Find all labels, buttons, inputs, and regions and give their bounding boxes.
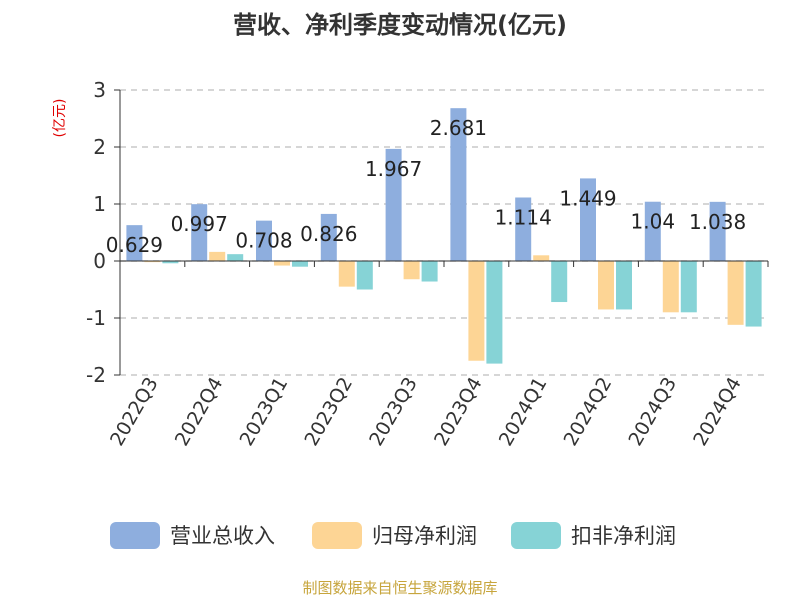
bar-1-2023Q1: [256, 220, 272, 261]
data-label: 0.997: [171, 212, 228, 236]
bar-1-2023Q2: [320, 213, 337, 261]
y-tick-label: -1: [86, 306, 106, 330]
x-tick-label: 2024Q4: [689, 374, 746, 450]
data-label: 2.681: [430, 116, 487, 140]
legend-label: 营业总收入: [170, 524, 275, 548]
bar-2-2023Q2: [338, 261, 355, 287]
bar-2-2022Q3: [144, 261, 161, 263]
data-label: 1.038: [689, 210, 746, 234]
bar-2-2023Q3: [403, 261, 420, 280]
data-label: 1.114: [495, 206, 552, 230]
x-tick-label: 2024Q2: [560, 374, 617, 450]
legend-swatch: [312, 522, 362, 549]
bar-1-2024Q2: [580, 178, 596, 261]
x-tick-label: 2022Q3: [106, 374, 163, 450]
bar-2-2024Q2: [598, 261, 614, 310]
bar-3-2023Q4: [486, 261, 503, 364]
bar-2-2022Q4: [209, 251, 226, 261]
bar-3-2022Q3: [162, 261, 179, 264]
legend-label: 扣非净利润: [571, 524, 676, 548]
bar-2-2024Q3: [662, 261, 679, 313]
bar-3-2024Q3: [680, 261, 697, 313]
y-tick-label: -2: [86, 363, 106, 387]
legend-label: 归母净利润: [372, 524, 477, 548]
bar-3-2024Q2: [616, 261, 632, 310]
y-axis-unit: (亿元): [52, 99, 68, 138]
bar-1-2022Q4: [191, 204, 208, 261]
x-tick-label: 2023Q3: [365, 374, 422, 450]
x-tick-label: 2024Q3: [624, 374, 681, 450]
data-label: 0.708: [235, 229, 292, 253]
bar-3-2024Q1: [551, 261, 568, 303]
y-tick-label: 1: [93, 192, 106, 216]
data-label: 1.04: [631, 210, 676, 234]
source-note: 制图数据来自恒生聚源数据库: [302, 579, 497, 597]
data-label: 1.967: [365, 157, 422, 181]
legend-swatch: [511, 522, 561, 549]
x-tick-label: 2024Q1: [495, 374, 552, 450]
bar-2-2023Q4: [468, 261, 485, 361]
x-tick-label: 2023Q2: [300, 374, 357, 450]
bar-1-2022Q3: [126, 225, 143, 261]
data-label: 0.629: [106, 233, 163, 257]
bar-3-2024Q4: [745, 261, 762, 327]
bar-1-2023Q4: [450, 108, 467, 261]
x-tick-label: 2023Q1: [236, 374, 293, 450]
data-label: 0.826: [300, 222, 357, 246]
x-tick-label: 2023Q4: [430, 374, 487, 450]
legend: 营业总收入 归母净利润 扣非净利润: [110, 522, 676, 549]
bar-2-2024Q4: [727, 261, 744, 325]
bar-3-2023Q2: [356, 261, 373, 290]
y-axis-ticks: 3 2 1 0 -1 -2: [86, 78, 120, 387]
bar-1-2024Q1: [515, 197, 532, 261]
bar-1-2024Q4: [709, 201, 726, 261]
data-label: 1.449: [559, 186, 616, 210]
bars: [126, 108, 762, 364]
data-labels: 0.629 0.997 0.708 0.826 1.967 2.681 1.114 1.449…: [106, 116, 746, 257]
bar-1-2024Q3: [644, 201, 661, 261]
bar-2-2023Q1: [274, 261, 290, 266]
chart-title: 营收、净利季度变动情况(亿元): [233, 11, 567, 39]
bar-3-2023Q3: [421, 261, 438, 282]
bar-3-2023Q1: [292, 261, 308, 267]
y-tick-label: 3: [93, 78, 106, 102]
bar-1-2023Q3: [385, 148, 402, 261]
bar-3-2022Q4: [227, 254, 244, 261]
x-tick-label: 2022Q4: [171, 374, 228, 450]
y-tick-label: 0: [93, 249, 106, 273]
y-tick-label: 2: [93, 135, 106, 159]
legend-swatch: [110, 522, 160, 549]
bar-2-2024Q1: [533, 255, 550, 261]
